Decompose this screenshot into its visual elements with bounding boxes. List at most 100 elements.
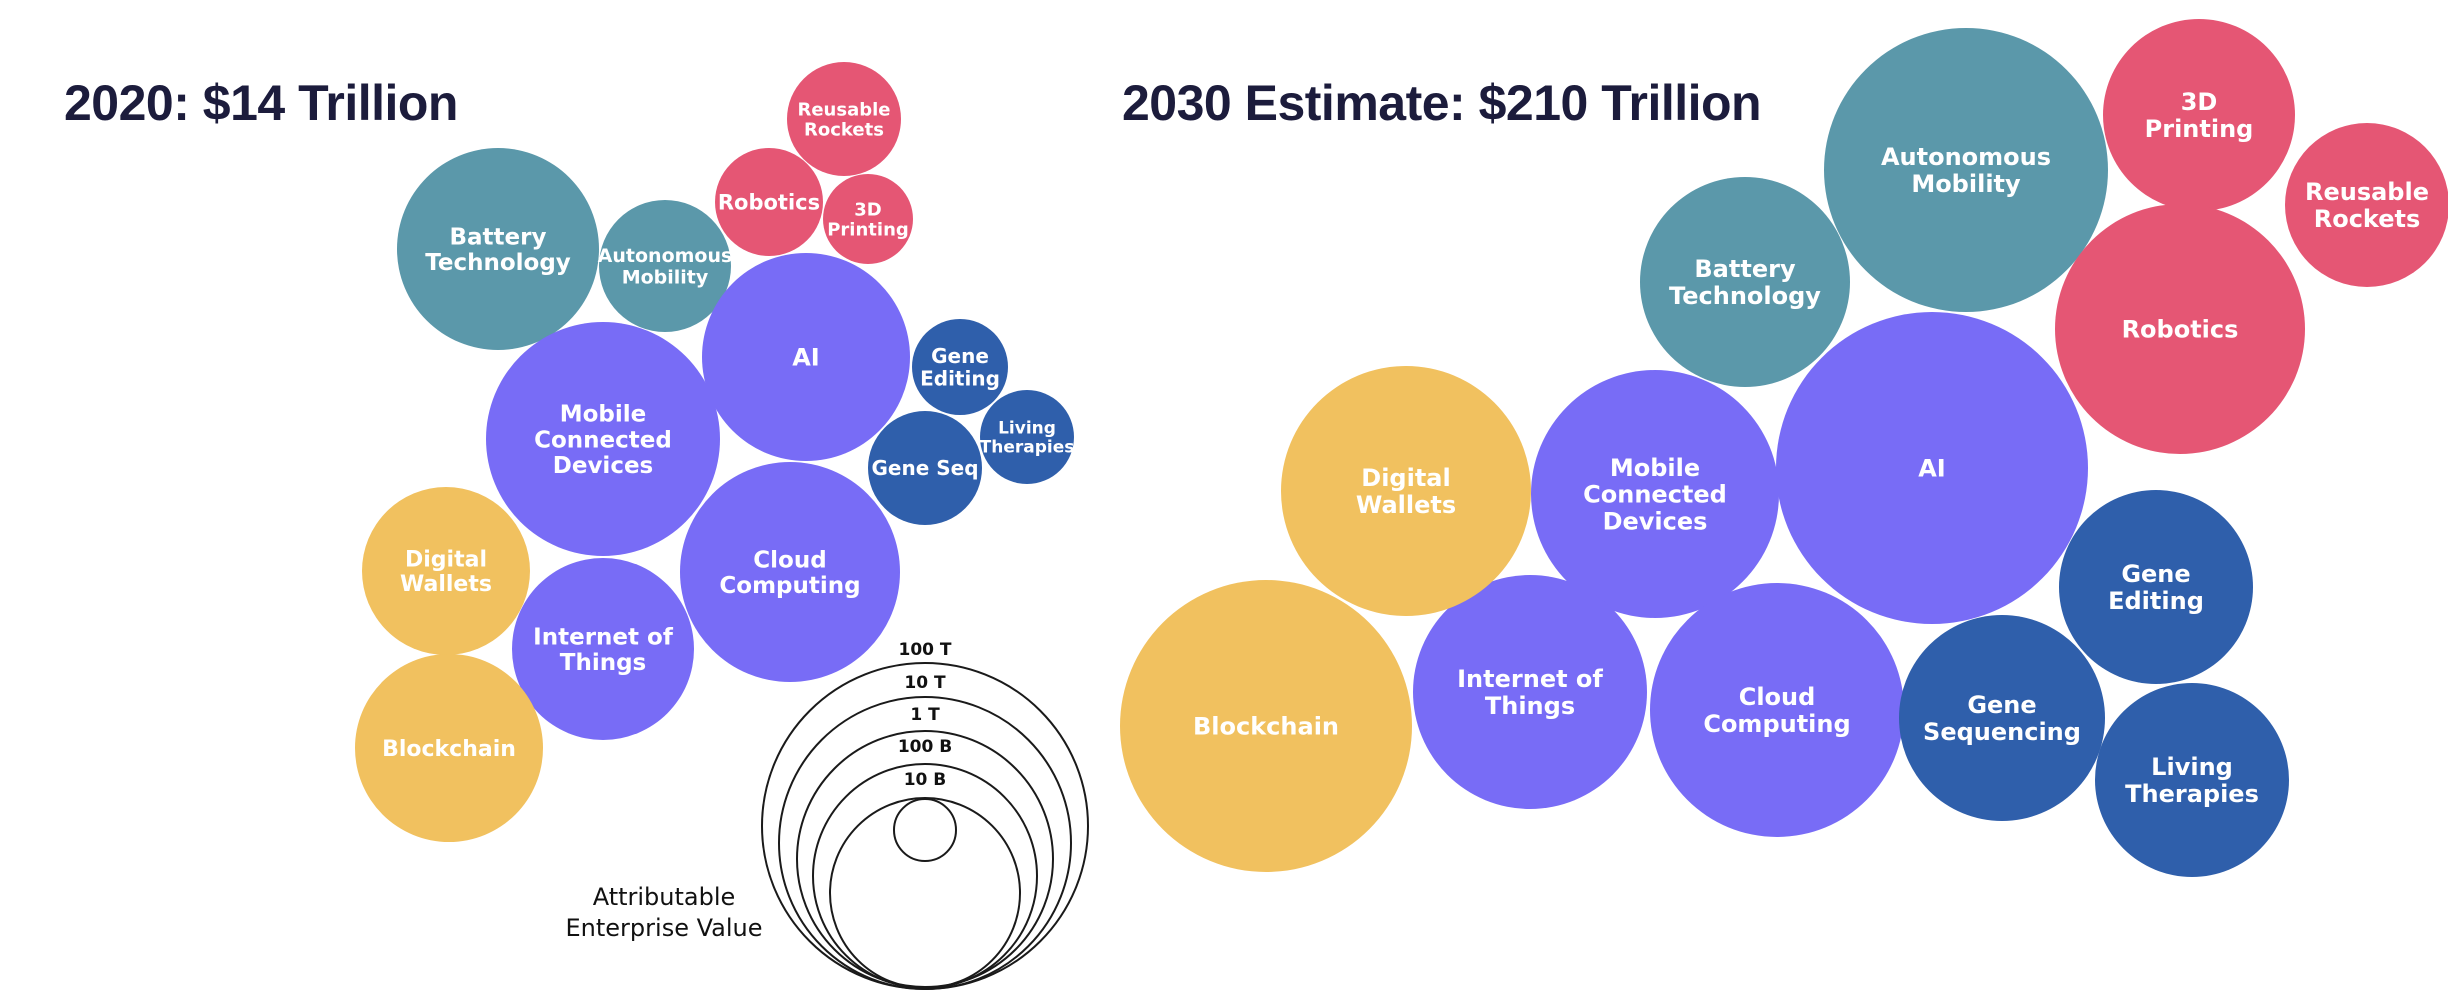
bubble-label-internet-of-things: Things [1485,692,1575,720]
bubble-label-gene-editing: Gene [931,344,989,368]
bubble-ai: AI [1776,312,2088,624]
legend-tick-100b: 100 B [898,737,952,757]
bubble-label-internet-of-things: Things [560,650,646,676]
bubble-label-digital-wallets: Digital [405,548,487,573]
bubble-label-reusable-rockets: Reusable [2305,178,2429,206]
bubble-ai: AI [702,253,910,461]
bubble-label-blockchain: Blockchain [1193,713,1339,741]
bubble-label-robotics: Robotics [2122,316,2239,344]
bubble-label-cloud-computing: Cloud [1739,683,1816,711]
bubble-blockchain: Blockchain [1120,580,1412,872]
bubble-label-robotics: Robotics [718,191,820,215]
bubble-label-3d-printing: 3D [2181,88,2218,116]
bubble-label-internet-of-things: Internet of [1457,665,1603,693]
bubble-blockchain: Blockchain [355,654,543,842]
bubble-label-living-therapies: Therapies [980,438,1075,458]
chart-2020-title: 2020: $14 Trillion [64,75,458,131]
bubble-label-reusable-rockets: Rockets [804,120,884,141]
legend-ring-10b [829,797,1021,989]
bubble-circle-gene-sequencing [1899,615,2105,821]
bubble-circle-cloud-computing [680,462,900,682]
bubble-gene-seq: Gene Seq [868,411,982,525]
bubble-label-living-therapies: Living [2151,753,2233,781]
bubble-label-internet-of-things: Internet of [533,624,674,650]
legend-tick-100t: 100 T [898,640,951,660]
bubble-label-gene-sequencing: Gene [1967,691,2036,719]
bubble-label-3d-printing: Printing [827,220,909,241]
legend-tick-1t: 1 T [910,705,940,725]
bubble-label-mobile-connected-devices: Mobile [560,402,647,428]
bubble-label-mobile-connected-devices: Mobile [1610,454,1700,482]
bubble-label-living-therapies: Therapies [2125,780,2259,808]
bubble-label-ai: AI [1918,455,1946,483]
bubble-label-autonomous-mobility: Autonomous [598,245,733,267]
bubble-label-cloud-computing: Cloud [753,547,826,573]
legend-tick-10b: 10 B [904,770,947,790]
bubble-robotics: Robotics [715,148,823,256]
bubble-circle-mobile-connected-devices [1531,370,1779,618]
bubble-circle-gene-editing [2059,490,2253,684]
bubble-label-battery-technology: Battery [450,224,547,250]
bubble-label-cloud-computing: Computing [719,573,860,599]
bubble-label-autonomous-mobility: Mobility [1911,170,2021,198]
bubble-circle-autonomous-mobility [599,200,731,332]
bubble-label-reusable-rockets: Rockets [2314,205,2421,233]
bubble-label-reusable-rockets: Reusable [797,99,890,120]
bubble-label-mobile-connected-devices: Devices [1603,508,1708,536]
legend-caption: Enterprise Value [566,914,763,942]
bubble-robotics: Robotics [2055,204,2305,454]
bubble-circle-gene-seq [868,411,982,525]
size-legend: 100 T 10 T 1 T 100 B 10 B Attributable Enterpr… [566,640,1089,990]
chart-2030-title: 2030 Estimate: $210 Trillion [1122,75,1761,131]
bubble-label-gene-sequencing: Sequencing [1923,718,2081,746]
bubble-circle-internet-of-things [512,558,694,740]
bubble-label-gene-editing: Gene [2121,560,2190,588]
legend-caption: Attributable [593,883,736,911]
bubble-label-digital-wallets: Digital [1361,464,1450,492]
bubble-circle-robotics [715,148,823,256]
bubble-label-gene-editing: Editing [920,366,1000,390]
bubble-circle-reusable-rockets [2285,123,2448,287]
bubble-circle-blockchain [1120,580,1412,872]
bubble-label-mobile-connected-devices: Connected [534,427,672,453]
bubble-label-battery-technology: Battery [1694,255,1796,283]
bubble-circle-cloud-computing [1650,583,1904,837]
bubble-label-cloud-computing: Computing [1703,710,1850,738]
bubble-label-mobile-connected-devices: Devices [553,453,654,479]
bubble-circle-living-therapies [2095,683,2289,877]
bubble-circle-battery-technology [397,148,599,350]
bubble-label-3d-printing: 3D [854,199,881,220]
bubble-circle-digital-wallets [362,487,530,655]
bubble-label-3d-printing: Printing [2145,115,2254,143]
bubble-circle-robotics [2055,204,2305,454]
bubble-label-blockchain: Blockchain [382,737,516,762]
bubble-label-gene-editing: Editing [2108,587,2204,615]
bubble-circle-ai [702,253,910,461]
bubble-circle-battery-technology [1640,177,1850,387]
legend-tick-10t: 10 T [904,673,946,693]
bubble-label-autonomous-mobility: Mobility [622,266,709,288]
bubble-label-digital-wallets: Wallets [400,572,492,597]
bubble-circle-3d-printing [2103,19,2295,211]
bubble-circle-blockchain [355,654,543,842]
bubble-label-autonomous-mobility: Autonomous [1881,143,2051,171]
bubble-circle-living-therapies [980,390,1074,484]
bubble-circle-gene-editing [912,319,1008,415]
